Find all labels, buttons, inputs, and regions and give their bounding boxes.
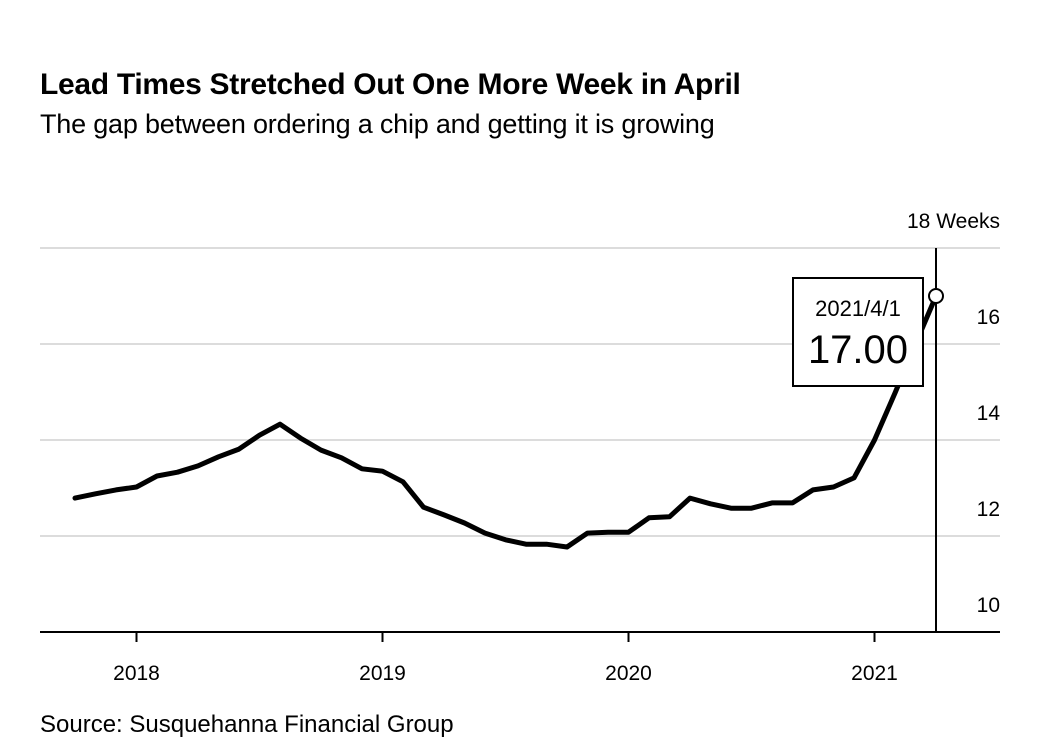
data-point — [606, 530, 611, 535]
data-point — [749, 506, 754, 511]
data-point — [319, 448, 324, 453]
data-point — [688, 496, 693, 501]
data-point — [360, 466, 365, 471]
source-note: Source: Susquehanna Financial Group — [40, 711, 454, 738]
tooltip-value: 17.00 — [808, 328, 908, 372]
tooltip-date: 2021/4/1 — [815, 296, 901, 321]
data-point — [298, 436, 303, 441]
data-point — [647, 515, 652, 520]
data-point — [216, 454, 221, 459]
data-point — [73, 496, 78, 501]
data-point — [872, 438, 877, 443]
x-tick-label-2019: 2019 — [359, 662, 406, 685]
data-point — [421, 505, 426, 510]
data-point — [93, 491, 98, 496]
data-point — [667, 514, 672, 519]
data-point — [544, 542, 549, 547]
y-tick-label-18: 18 Weeks — [907, 210, 1000, 233]
data-point — [196, 463, 201, 468]
data-point — [708, 501, 713, 506]
data-point — [442, 512, 447, 517]
data-point — [524, 542, 529, 547]
tooltip-box — [792, 277, 924, 387]
data-point — [626, 530, 631, 535]
data-point — [339, 455, 344, 460]
y-tick-label-16: 16 — [977, 306, 1000, 329]
data-point — [811, 487, 816, 492]
chart-subtitle: The gap between ordering a chip and gett… — [40, 109, 715, 139]
data-point — [175, 470, 180, 475]
y-tick-label-12: 12 — [977, 498, 1000, 521]
data-point — [893, 390, 898, 395]
data-point — [155, 474, 160, 479]
data-point — [790, 500, 795, 505]
x-tick-label-2020: 2020 — [605, 662, 652, 685]
data-point — [237, 447, 242, 452]
data-point — [114, 487, 119, 492]
data-point — [503, 537, 508, 542]
y-tick-label-10: 10 — [977, 594, 1000, 617]
x-tick-label-2018: 2018 — [113, 662, 160, 685]
data-point — [852, 475, 857, 480]
data-point — [134, 485, 139, 490]
data-point — [565, 545, 570, 550]
chart-title: Lead Times Stretched Out One More Week i… — [40, 68, 741, 101]
data-point — [585, 531, 590, 536]
data-point — [401, 479, 406, 484]
x-tick-label-2021: 2021 — [851, 662, 898, 685]
data-point — [278, 422, 283, 427]
series-line-lead-time — [72, 293, 939, 550]
data-point — [831, 485, 836, 490]
y-tick-label-14: 14 — [977, 402, 1001, 425]
highlighted-data-point — [928, 288, 944, 304]
data-point — [380, 469, 385, 474]
data-point — [462, 521, 467, 526]
data-point — [770, 500, 775, 505]
data-point — [257, 433, 262, 438]
data-point — [729, 506, 734, 511]
data-point — [483, 531, 488, 536]
